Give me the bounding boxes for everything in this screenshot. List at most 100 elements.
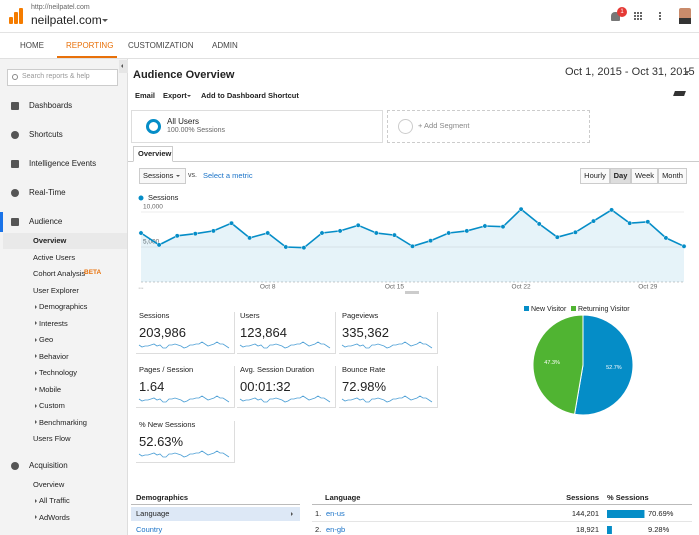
nav-tab[interactable]: CUSTOMIZATION [128, 41, 194, 50]
toolbar-button[interactable]: Add to Dashboard [201, 91, 266, 100]
caret-icon [35, 515, 37, 519]
toolbar-button[interactable]: Export [163, 91, 187, 100]
data-point [156, 242, 162, 248]
section-icon [11, 461, 19, 470]
segment-box[interactable] [131, 110, 383, 143]
sidebar-item[interactable]: Technology [39, 368, 77, 377]
nav-tab[interactable]: HOME [20, 41, 44, 50]
metric-label: Pages / Session [139, 365, 194, 374]
sidebar-item[interactable]: Geo [39, 335, 54, 344]
granularity-label: Day [613, 171, 628, 180]
apps-dot [637, 12, 639, 14]
data-point [355, 222, 361, 228]
caret-icon [684, 71, 690, 74]
granularity-label: Month [662, 171, 683, 180]
metric-label: Users [240, 311, 260, 320]
metric-divider [136, 462, 235, 463]
nav-tab[interactable]: REPORTING [66, 41, 114, 50]
demographics-row[interactable]: Country [136, 525, 163, 534]
caret-icon [35, 498, 37, 503]
legend-label: New Visitor [531, 306, 567, 313]
data-point [645, 219, 651, 225]
sparkline [239, 395, 331, 403]
sidebar-item[interactable]: Benchmarking [39, 417, 87, 427]
nav-tab[interactable]: ADMIN [212, 41, 238, 50]
date-range[interactable]: Oct 1, 2015 - Oct 31, 2015 [565, 66, 695, 78]
row-language[interactable]: en-us [326, 509, 345, 518]
search-box[interactable] [7, 69, 118, 86]
x-tick-label: Oct 29 [638, 284, 658, 291]
search-icon [12, 74, 18, 80]
legend-label: Sessions [148, 193, 179, 202]
granularity-button[interactable] [658, 168, 687, 184]
sidebar-item[interactable]: Custom [39, 401, 65, 410]
segment-name: All Users [167, 117, 200, 126]
sidebar-item[interactable]: Behavior [39, 351, 69, 361]
caret-icon [121, 64, 123, 68]
granularity-label: Hourly [584, 171, 606, 180]
pie-label: 52.7% [606, 365, 622, 371]
granularity-button[interactable] [610, 168, 631, 184]
site-name[interactable]: neilpatel.com [31, 13, 102, 27]
metric-label: Pageviews [342, 311, 379, 320]
section-icon [11, 189, 19, 197]
apps-dot [637, 18, 639, 20]
sidebar-section[interactable]: Dashboards [29, 101, 73, 110]
toolbar-button[interactable]: Email [135, 91, 156, 100]
data-point [663, 235, 669, 241]
sparkline [341, 395, 433, 403]
sidebar-section[interactable]: Shortcuts [29, 130, 63, 139]
row-rank: 1. [315, 509, 322, 518]
sidebar-item[interactable]: Users Flow [33, 434, 71, 443]
row-sessions: 18,921 [576, 525, 599, 534]
metric-dropdown[interactable] [139, 168, 186, 184]
sidebar-item[interactable]: Overview [33, 236, 67, 245]
caret-icon [35, 337, 37, 342]
select-metric-link[interactable]: Select a metric [203, 171, 253, 180]
caret-icon [35, 354, 37, 358]
overview-tab[interactable] [133, 146, 173, 162]
add-segment-box[interactable] [387, 110, 590, 143]
demographics-row[interactable]: Language [136, 509, 170, 518]
data-point [446, 230, 452, 236]
apps-dot [634, 12, 636, 14]
data-point [609, 207, 615, 213]
sidebar-item[interactable]: Interests [39, 318, 68, 328]
sidebar-section[interactable]: Acquisition [29, 460, 68, 470]
data-point [210, 228, 216, 234]
sidebar-item[interactable]: Active Users [33, 252, 76, 262]
sidebar-item[interactable]: All Traffic [39, 496, 70, 505]
sidebar-item[interactable]: User Explorer [33, 285, 79, 295]
bell-icon[interactable] [611, 12, 620, 21]
sidebar-item[interactable]: AdWords [39, 512, 70, 522]
site-url: http://neilpatel.com [31, 4, 90, 11]
data-point [174, 233, 180, 239]
sidebar-item[interactable]: Overview [33, 479, 65, 489]
sidebar-section[interactable]: Intelligence Events [29, 159, 97, 168]
data-point [681, 243, 687, 249]
table-rule [312, 504, 692, 505]
toolbar-button[interactable]: Shortcut [268, 91, 299, 100]
data-point [192, 231, 198, 237]
sidebar-item[interactable]: Mobile [39, 384, 62, 394]
granularity-button[interactable] [580, 168, 610, 184]
metric-divider [335, 366, 336, 408]
nav-bar [0, 33, 699, 59]
search-placeholder: Search reports & help [22, 73, 90, 80]
menu-dot [659, 15, 661, 17]
metric-divider [234, 312, 235, 354]
sidebar-item[interactable]: Cohort Analysis [33, 269, 86, 278]
logo-bar [9, 17, 13, 24]
percent-bar [607, 526, 612, 534]
granularity-button[interactable] [631, 168, 658, 184]
caret-icon [187, 95, 191, 97]
apps-dot [634, 15, 636, 17]
row-language[interactable]: en-gb [326, 525, 346, 534]
sidebar-section[interactable]: Audience [29, 217, 63, 226]
metric-divider [234, 366, 235, 408]
collapse-button[interactable] [119, 60, 128, 73]
sidebar-section[interactable]: Real-Time [29, 188, 66, 197]
x-tick-label: Oct 22 [512, 284, 532, 291]
sidebar-item[interactable]: Demographics [39, 302, 88, 311]
data-point [265, 230, 271, 236]
